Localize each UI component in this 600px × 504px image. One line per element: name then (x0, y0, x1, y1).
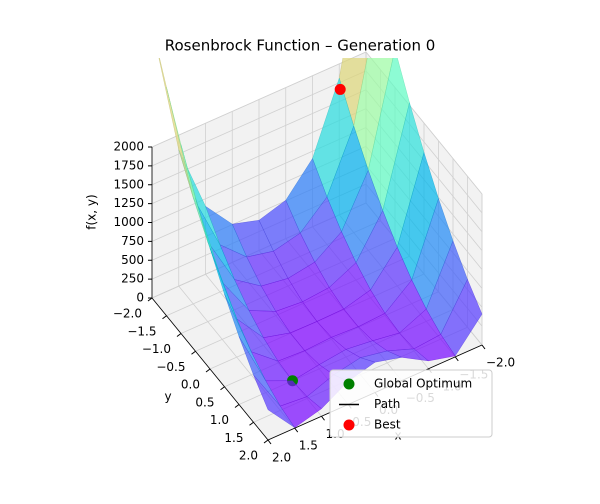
y-tick (234, 404, 240, 408)
x-tick (481, 344, 486, 350)
y-tick (220, 386, 225, 391)
chart-title: Rosenbrock Function – Generation 0 (165, 37, 436, 55)
point-marker (334, 83, 346, 95)
y-tick (162, 315, 167, 320)
legend-box (329, 369, 493, 438)
legend-label: Global Optimum (374, 377, 472, 391)
legend: Global Optimum Path Best (329, 369, 493, 438)
y-tick-label: −1.5 (127, 324, 156, 338)
y-tick (176, 333, 182, 337)
z-tick-label: 0 (136, 291, 144, 305)
y-tick-label: 2.0 (239, 449, 258, 463)
y-tick-label: −0.5 (156, 360, 185, 374)
y-tick (263, 439, 269, 444)
y-tick (205, 368, 211, 373)
x-tick (321, 415, 325, 421)
z-tick-label: 750 (121, 234, 144, 248)
z-axis-label: f(x, y) (85, 194, 99, 229)
y-axis-label: y (164, 390, 171, 404)
y-tick-label: 1.0 (210, 413, 229, 427)
z-tick-label: 1000 (113, 215, 144, 229)
x-tick (294, 427, 299, 433)
y-tick (147, 297, 153, 302)
z-tick-label: 2000 (113, 140, 144, 154)
z-tick-label: 250 (121, 272, 144, 286)
x-tick (267, 439, 272, 445)
x-tick-label: 2.0 (272, 451, 291, 465)
x-tick-label: 1.5 (299, 439, 318, 453)
y-tick (191, 350, 196, 355)
y-tick-label: −1.0 (142, 342, 171, 356)
z-tick-label: 1500 (113, 177, 144, 191)
legend-label: Path (374, 397, 400, 411)
legend-marker (343, 419, 355, 431)
x-tick (454, 356, 459, 362)
surface-face (253, 374, 295, 428)
y-tick (249, 421, 254, 426)
y-tick-label: 0.0 (181, 378, 200, 392)
y-tick-label: 0.5 (195, 395, 214, 409)
legend-label: Best (374, 418, 401, 432)
z-tick-label: 1250 (113, 196, 144, 210)
z-tick-label: 500 (121, 253, 144, 267)
grid-line (151, 70, 367, 167)
y-tick-label: −2.0 (113, 307, 142, 321)
legend-marker (343, 378, 355, 390)
plot-area (158, 58, 483, 428)
z-tick-label: 1750 (113, 158, 144, 172)
grid-line (151, 51, 367, 148)
y-tick-label: 1.5 (224, 431, 243, 445)
x-tick-label: −2.0 (486, 356, 515, 370)
